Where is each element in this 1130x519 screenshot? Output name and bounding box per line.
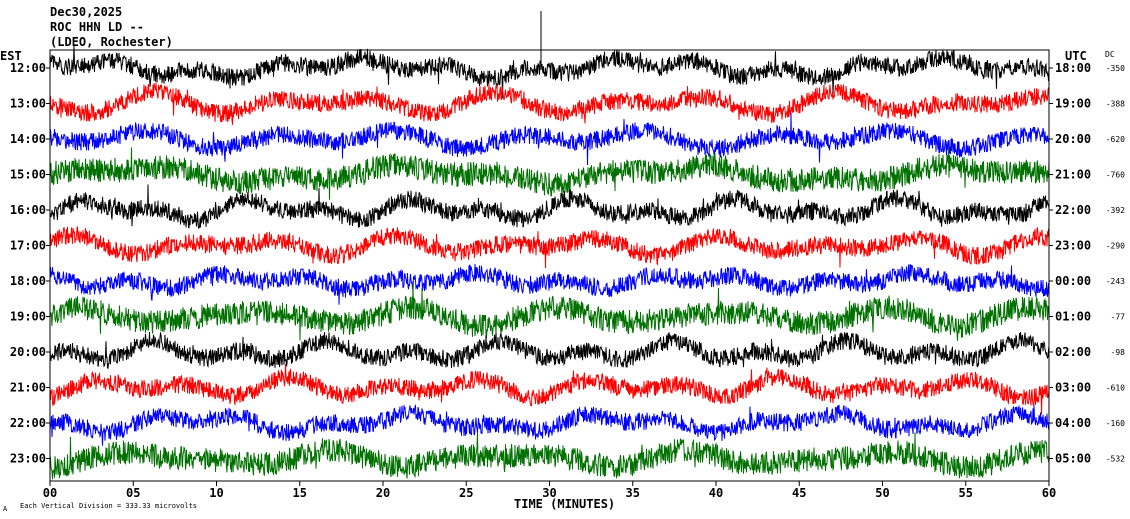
est-hour-label: 12:00 (10, 61, 46, 75)
x-tick-label: 30 (542, 486, 556, 500)
x-tick-label: 05 (126, 486, 140, 500)
dc-offset-label: -620 (1106, 135, 1125, 144)
est-hour-label: 23:00 (10, 452, 46, 466)
header-network: (LDEO, Rochester) (50, 35, 173, 49)
dc-offset-label: -760 (1106, 171, 1125, 180)
x-tick-label: 45 (792, 486, 806, 500)
utc-hour-label: 20:00 (1055, 132, 1091, 146)
trace-row-4 (49, 147, 1050, 200)
dc-offset-label: -392 (1106, 206, 1125, 215)
trace-row-9 (49, 331, 1050, 370)
trace-row-5 (49, 184, 1050, 229)
dc-offset-label: -532 (1106, 455, 1125, 464)
seismic-traces (49, 11, 1050, 480)
est-hour-label: 14:00 (10, 132, 46, 146)
utc-axis-title: UTC (1065, 49, 1087, 63)
dc-offset-label: -610 (1106, 384, 1125, 393)
est-axis-title: EST (0, 49, 22, 63)
dc-offset-labels: -350 -388 -620 -760 -392 -290 -243 -77 -98 -610 -1… (1106, 64, 1125, 464)
est-hour-labels: 12:00 13:00 14:00 15:00 16:00 17:00 18:00 19:00… (10, 61, 50, 466)
x-tick-label: 15 (293, 486, 307, 500)
trace-row-7 (49, 263, 1050, 305)
header-date: Dec30,2025 (50, 5, 122, 19)
trace-row-12 (49, 432, 1050, 480)
utc-hour-label: 01:00 (1055, 310, 1091, 324)
corner-mark: A (3, 505, 8, 513)
est-hour-label: 16:00 (10, 203, 46, 217)
trace-row-2 (49, 82, 1050, 125)
x-tick-label: 60 (1042, 486, 1056, 500)
est-hour-label: 18:00 (10, 274, 46, 288)
trace-row-11 (49, 404, 1050, 446)
x-tick-label: 35 (626, 486, 640, 500)
x-tick-label: 10 (209, 486, 223, 500)
utc-hour-label: 18:00 (1055, 61, 1091, 75)
utc-hour-label: 21:00 (1055, 168, 1091, 182)
est-hour-label: 15:00 (10, 168, 46, 182)
x-tick-label: 00 (43, 486, 57, 500)
scale-note: Each Vertical Division = 333.33 microvol… (20, 502, 197, 510)
trace-row-3 (49, 112, 1050, 166)
dc-offset-label: -243 (1106, 277, 1125, 286)
trace-row-10 (49, 364, 1050, 415)
utc-hour-label: 05:00 (1055, 452, 1091, 466)
utc-hour-label: 23:00 (1055, 239, 1091, 253)
dc-offset-label: -98 (1111, 348, 1126, 357)
utc-hour-labels: 18:00 19:00 20:00 21:00 22:00 23:00 00:00 01:00… (1049, 61, 1091, 466)
est-hour-label: 21:00 (10, 381, 46, 395)
x-tick-label: 55 (959, 486, 973, 500)
dc-offset-label: -388 (1106, 100, 1125, 109)
header-station: ROC HHN LD -- (50, 20, 144, 34)
utc-hour-label: 03:00 (1055, 381, 1091, 395)
trace-row-1 (49, 44, 1050, 99)
dc-offset-label: -77 (1111, 313, 1126, 322)
dc-axis-title: DC (1105, 50, 1115, 59)
utc-hour-label: 00:00 (1055, 274, 1091, 288)
est-hour-label: 22:00 (10, 416, 46, 430)
dc-offset-label: -350 (1106, 64, 1125, 73)
x-axis-ticks: 00 05 10 15 20 25 30 35 40 45 50 55 60 (43, 481, 1056, 500)
dc-offset-label: -160 (1106, 419, 1125, 428)
x-tick-label: 40 (709, 486, 723, 500)
trace-row-8 (49, 284, 1050, 341)
est-hour-label: 20:00 (10, 345, 46, 359)
est-hour-label: 13:00 (10, 97, 46, 111)
utc-hour-label: 19:00 (1055, 97, 1091, 111)
utc-hour-label: 02:00 (1055, 345, 1091, 359)
dc-offset-label: -290 (1106, 242, 1125, 251)
x-tick-label: 20 (376, 486, 390, 500)
est-hour-label: 17:00 (10, 239, 46, 253)
trace-row-6 (49, 226, 1050, 269)
x-tick-label: 50 (875, 486, 889, 500)
est-hour-label: 19:00 (10, 310, 46, 324)
x-tick-label: 25 (459, 486, 473, 500)
x-axis-label: TIME (MINUTES) (514, 497, 615, 511)
utc-hour-label: 04:00 (1055, 416, 1091, 430)
utc-hour-label: 22:00 (1055, 203, 1091, 217)
